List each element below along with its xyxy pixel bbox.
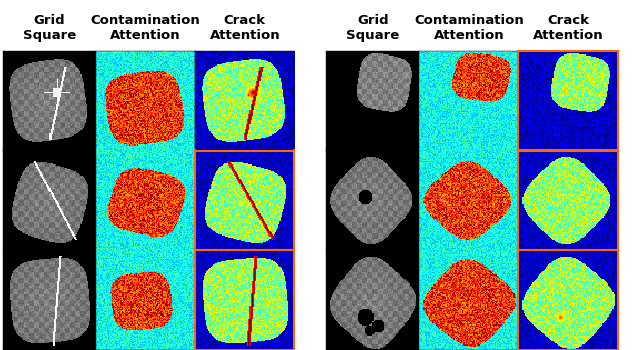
- Text: Contamination
Attention: Contamination Attention: [414, 14, 524, 42]
- Text: Contamination
Attention: Contamination Attention: [91, 14, 200, 42]
- Text: Crack
Attention: Crack Attention: [209, 14, 280, 42]
- Text: Grid
Square: Grid Square: [346, 14, 399, 42]
- Text: Grid
Square: Grid Square: [23, 14, 76, 42]
- Text: Crack
Attention: Crack Attention: [532, 14, 604, 42]
